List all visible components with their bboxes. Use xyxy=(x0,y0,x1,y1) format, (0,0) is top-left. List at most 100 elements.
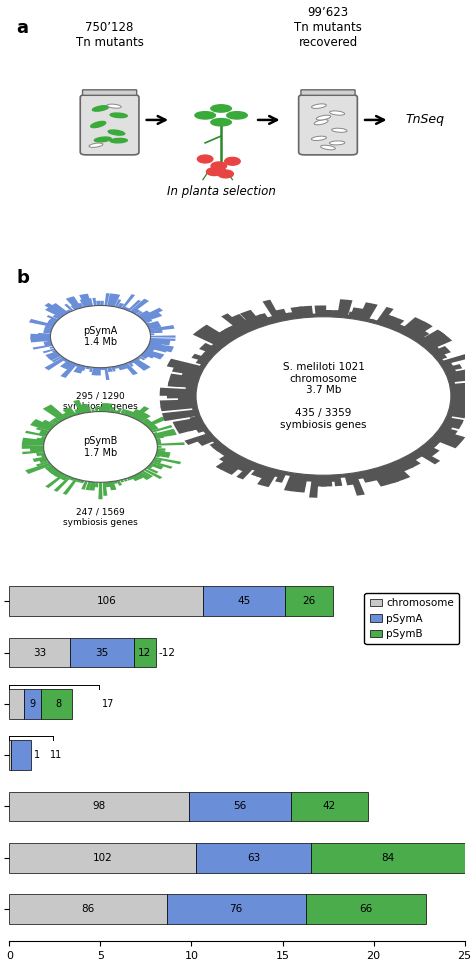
Text: b: b xyxy=(16,269,29,287)
Wedge shape xyxy=(127,477,131,481)
Wedge shape xyxy=(147,424,157,429)
Text: TnSeq: TnSeq xyxy=(405,113,444,127)
Wedge shape xyxy=(80,300,86,307)
Wedge shape xyxy=(92,298,97,305)
Wedge shape xyxy=(104,293,109,305)
Wedge shape xyxy=(99,368,106,370)
Wedge shape xyxy=(445,417,464,424)
Wedge shape xyxy=(210,441,222,448)
Wedge shape xyxy=(337,300,353,318)
Wedge shape xyxy=(221,313,249,334)
Wedge shape xyxy=(138,356,146,360)
Wedge shape xyxy=(120,364,128,370)
Wedge shape xyxy=(299,306,308,318)
Wedge shape xyxy=(344,315,352,319)
Wedge shape xyxy=(360,470,368,475)
Text: 247 / 1569
symbiosis genes: 247 / 1569 symbiosis genes xyxy=(63,507,138,527)
Wedge shape xyxy=(45,357,66,371)
Wedge shape xyxy=(337,474,348,478)
Wedge shape xyxy=(41,436,46,440)
Wedge shape xyxy=(102,403,108,412)
Wedge shape xyxy=(104,368,109,380)
Ellipse shape xyxy=(311,136,327,140)
Wedge shape xyxy=(46,466,57,472)
Text: 1: 1 xyxy=(34,750,40,760)
Wedge shape xyxy=(43,348,55,353)
Text: -12: -12 xyxy=(158,648,175,658)
Wedge shape xyxy=(153,459,162,464)
Bar xyxy=(291,792,368,822)
Wedge shape xyxy=(64,303,73,311)
Wedge shape xyxy=(32,420,54,429)
Wedge shape xyxy=(151,425,173,433)
Wedge shape xyxy=(290,473,303,492)
Wedge shape xyxy=(22,444,44,449)
Wedge shape xyxy=(128,362,134,367)
Wedge shape xyxy=(45,307,64,318)
Wedge shape xyxy=(147,465,153,468)
Wedge shape xyxy=(115,300,121,307)
Wedge shape xyxy=(435,356,445,364)
Wedge shape xyxy=(190,416,203,424)
Wedge shape xyxy=(148,324,161,329)
Wedge shape xyxy=(194,414,201,419)
Ellipse shape xyxy=(329,141,345,145)
Wedge shape xyxy=(242,319,258,330)
Wedge shape xyxy=(184,432,213,445)
Wedge shape xyxy=(124,363,138,375)
Text: S. meliloti 1021
chromosome
3.7 Mb

435 / 3359
symbiosis genes: S. meliloti 1021 chromosome 3.7 Mb 435 /… xyxy=(280,362,367,430)
Wedge shape xyxy=(154,457,181,465)
Wedge shape xyxy=(85,367,91,370)
Wedge shape xyxy=(52,303,69,314)
Wedge shape xyxy=(48,318,58,324)
Wedge shape xyxy=(353,471,366,480)
Wedge shape xyxy=(120,409,126,415)
Wedge shape xyxy=(358,302,378,322)
Text: 86: 86 xyxy=(82,904,95,914)
Wedge shape xyxy=(131,474,142,481)
Ellipse shape xyxy=(92,106,109,111)
Bar xyxy=(306,894,426,924)
Wedge shape xyxy=(315,475,326,487)
Wedge shape xyxy=(47,339,52,344)
Wedge shape xyxy=(283,311,302,321)
Wedge shape xyxy=(136,311,143,316)
Text: 102: 102 xyxy=(93,852,112,863)
Wedge shape xyxy=(208,436,222,446)
Wedge shape xyxy=(118,365,124,371)
Wedge shape xyxy=(49,468,58,474)
Bar xyxy=(11,740,31,770)
Wedge shape xyxy=(191,353,211,363)
Wedge shape xyxy=(201,352,213,360)
Text: 63: 63 xyxy=(247,852,260,863)
Wedge shape xyxy=(147,347,167,352)
Legend: chromosome, pSymA, pSymB: chromosome, pSymA, pSymB xyxy=(365,593,459,644)
Wedge shape xyxy=(168,373,200,388)
Wedge shape xyxy=(300,474,319,482)
Wedge shape xyxy=(321,475,332,487)
Wedge shape xyxy=(202,428,212,436)
Wedge shape xyxy=(76,479,82,483)
Wedge shape xyxy=(375,307,393,325)
Wedge shape xyxy=(229,314,255,333)
Wedge shape xyxy=(55,417,63,421)
Wedge shape xyxy=(321,310,332,317)
Wedge shape xyxy=(25,463,52,474)
Wedge shape xyxy=(75,364,81,368)
Wedge shape xyxy=(91,409,95,412)
Wedge shape xyxy=(360,468,383,483)
Wedge shape xyxy=(375,464,399,479)
Wedge shape xyxy=(211,330,237,346)
Wedge shape xyxy=(51,418,61,423)
Wedge shape xyxy=(212,443,227,452)
Wedge shape xyxy=(131,358,151,371)
Wedge shape xyxy=(129,409,141,418)
Wedge shape xyxy=(438,425,447,433)
Ellipse shape xyxy=(211,105,231,112)
Wedge shape xyxy=(63,478,78,494)
Wedge shape xyxy=(224,328,245,341)
Wedge shape xyxy=(396,457,411,467)
Wedge shape xyxy=(370,319,378,324)
Wedge shape xyxy=(149,325,174,331)
Text: 295 / 1290
symbiosis genes: 295 / 1290 symbiosis genes xyxy=(63,391,138,411)
